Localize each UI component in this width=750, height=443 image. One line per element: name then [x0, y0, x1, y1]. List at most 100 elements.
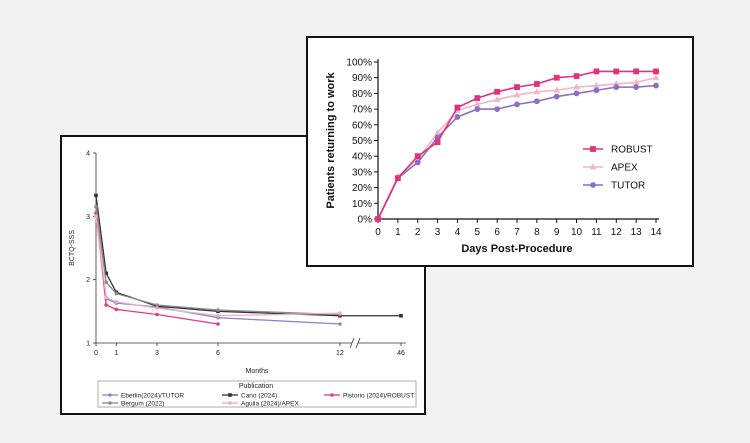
y-tick-label: 2	[86, 277, 90, 284]
data-point	[104, 295, 108, 300]
legend-label: ROBUST	[611, 145, 653, 156]
data-point	[94, 214, 98, 219]
legend: ROBUST APEX TUTOR	[583, 145, 653, 192]
legend-marker	[228, 401, 232, 405]
legend-marker	[228, 393, 232, 397]
legend-marker	[330, 393, 334, 397]
y-tick-label: 40%	[352, 152, 372, 163]
data-point	[653, 68, 659, 75]
axis-break-mark	[355, 337, 361, 349]
x-tick-label: 1	[395, 227, 401, 238]
data-point	[514, 101, 520, 108]
data-point	[454, 114, 461, 120]
x-tick-label: 6	[216, 350, 220, 357]
x-tick-label: 1	[114, 350, 118, 357]
legend-marker	[108, 393, 112, 397]
y-tick-label: 70%	[352, 105, 372, 116]
data-point	[514, 84, 520, 91]
legend-marker	[108, 401, 112, 405]
data-point	[414, 159, 421, 166]
data-point	[216, 322, 220, 326]
data-point	[155, 303, 159, 307]
data-point	[613, 84, 620, 91]
x-tick-label: 0	[94, 350, 98, 357]
series-line	[95, 213, 340, 325]
x-tick-label: 8	[534, 227, 540, 238]
data-point	[533, 81, 540, 87]
data-point	[375, 216, 381, 222]
x-tick-label: 4	[455, 227, 461, 238]
data-point	[573, 90, 580, 97]
data-point	[155, 312, 159, 317]
x-tick-label: 2	[415, 227, 421, 238]
y-tick-label: 20%	[352, 183, 372, 194]
x-tick-label: 12	[611, 227, 623, 238]
y-tick-label: 1	[86, 341, 90, 348]
y-tick-label: 80%	[352, 89, 372, 100]
x-tick-label: 9	[554, 227, 560, 238]
series-line	[95, 216, 340, 317]
x-tick-label: 14	[650, 227, 662, 238]
x-tick-label: 0	[375, 227, 381, 238]
return-to-work-chart: 0%10%20%30%40%50%60%70%80%90%100%0 1 2 3 4 5 6…	[325, 58, 662, 256]
data-point	[338, 311, 342, 316]
data-point	[474, 106, 481, 112]
x-tick-label: 3	[435, 227, 441, 238]
legend-label: TUTOR	[611, 181, 645, 192]
data-point	[513, 91, 521, 98]
x-tick-label: 5	[475, 227, 481, 238]
y-tick-label: 90%	[352, 73, 372, 84]
data-point	[434, 139, 441, 145]
data-point	[104, 280, 108, 284]
data-point	[653, 82, 659, 89]
legend-label: Aguila (2024)/APEX	[241, 401, 299, 408]
data-point	[104, 303, 108, 307]
legend: Publication Eberlin(2024)/TUTOR Cano (202…	[97, 380, 417, 408]
x-tick-label: 7	[514, 227, 520, 238]
data-point	[155, 306, 159, 310]
data-point	[493, 95, 501, 103]
data-point	[593, 87, 600, 94]
data-point	[338, 322, 342, 326]
x-tick-label: 6	[494, 227, 500, 238]
x-tick-label: 12	[336, 350, 344, 357]
data-point	[633, 84, 640, 91]
data-point	[553, 93, 560, 100]
legend-marker	[589, 163, 597, 170]
legend-label: Bergum (2022)	[121, 401, 164, 408]
y-tick-label: 100%	[346, 58, 372, 69]
x-axis-label: Months	[246, 368, 269, 375]
data-point	[573, 83, 580, 90]
data-point	[216, 308, 220, 312]
y-tick-label: 4	[86, 151, 90, 158]
x-tick-label: 11	[591, 227, 602, 238]
data-point	[94, 193, 98, 198]
axis-break-mark	[349, 337, 355, 349]
y-tick-label: 10%	[352, 199, 372, 210]
y-tick-label: 50%	[352, 136, 372, 147]
data-point	[399, 313, 403, 318]
data-point	[553, 86, 561, 93]
data-point	[114, 291, 119, 296]
data-point	[613, 68, 620, 75]
legend-marker	[590, 146, 596, 152]
legend-marker	[590, 182, 596, 188]
y-tick-label: 3	[86, 214, 90, 221]
data-point	[114, 307, 119, 312]
data-point	[494, 88, 501, 95]
y-tick-label: 60%	[352, 120, 372, 131]
data-point	[114, 300, 119, 304]
data-point	[454, 104, 461, 111]
data-point	[553, 74, 560, 81]
y-axis-label: BCTQ-SSS	[69, 230, 76, 266]
data-point	[474, 95, 481, 102]
data-point	[494, 106, 501, 112]
return-to-work-chart-panel: 0% 10% 20% 30% 40% 50% 60% 70% 80% 90% 100% 0 1 2 3 4 5 6…	[306, 36, 694, 267]
legend-label: Pistorio (2024)/ROBUST	[343, 393, 414, 400]
legend-label: Cano (2024)	[241, 393, 277, 400]
y-tick-label: 0%	[358, 215, 373, 226]
legend-title: Publication	[239, 383, 273, 390]
x-tick-label: 46	[397, 350, 405, 357]
legend-label: Eberlin(2024)/TUTOR	[121, 393, 184, 400]
